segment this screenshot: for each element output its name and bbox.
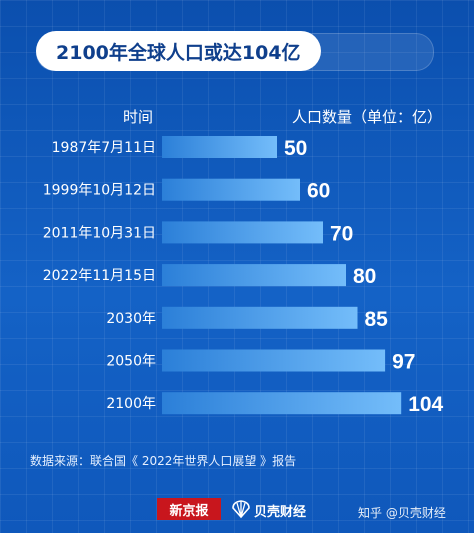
value-label: 97 bbox=[392, 351, 415, 374]
category-label: 1987年7月11日 bbox=[52, 140, 156, 156]
category-label: 2022年11月15日 bbox=[43, 268, 156, 284]
category-label: 2030年 bbox=[106, 311, 156, 327]
category-label: 2050年 bbox=[106, 354, 156, 370]
value-label: 50 bbox=[284, 137, 307, 160]
category-label: 1999年10月12日 bbox=[43, 183, 156, 199]
title-box: 2100年全球人口或达104亿 bbox=[36, 31, 321, 71]
beike-logo-text: 贝壳财经 bbox=[254, 505, 307, 520]
zhihu-watermark: 知乎 @贝壳财经 bbox=[358, 506, 446, 520]
y-axis-label: 人口数量（单位：亿） bbox=[292, 108, 442, 126]
bar bbox=[162, 306, 358, 329]
xinjingbao-logo: 新京报 bbox=[157, 498, 221, 520]
chart-title: 2100年全球人口或达104亿 bbox=[56, 41, 301, 64]
value-label: 60 bbox=[307, 180, 330, 203]
footer: 新京报 贝壳财经 知乎 @贝壳财经 bbox=[0, 496, 474, 526]
bar bbox=[162, 136, 277, 158]
bar bbox=[162, 349, 386, 372]
bar-chart: 时间 人口数量（单位：亿） 1987年7月11日 50 1999年10月12日 60 2… bbox=[43, 108, 444, 416]
category-label: 2011年10月31日 bbox=[43, 225, 156, 241]
value-label: 104 bbox=[408, 393, 443, 416]
bar bbox=[162, 178, 300, 201]
bar bbox=[162, 392, 402, 415]
bar bbox=[162, 264, 346, 287]
value-label: 70 bbox=[330, 222, 353, 245]
bar bbox=[162, 221, 323, 244]
category-label: 2100年 bbox=[106, 396, 156, 412]
data-source: 数据来源：联合国《 2022年世界人口展望 》报告 bbox=[30, 454, 297, 468]
value-label: 80 bbox=[353, 265, 376, 288]
x-axis-label: 时间 bbox=[123, 108, 153, 126]
shell-icon bbox=[232, 500, 250, 519]
value-label: 85 bbox=[365, 308, 389, 331]
